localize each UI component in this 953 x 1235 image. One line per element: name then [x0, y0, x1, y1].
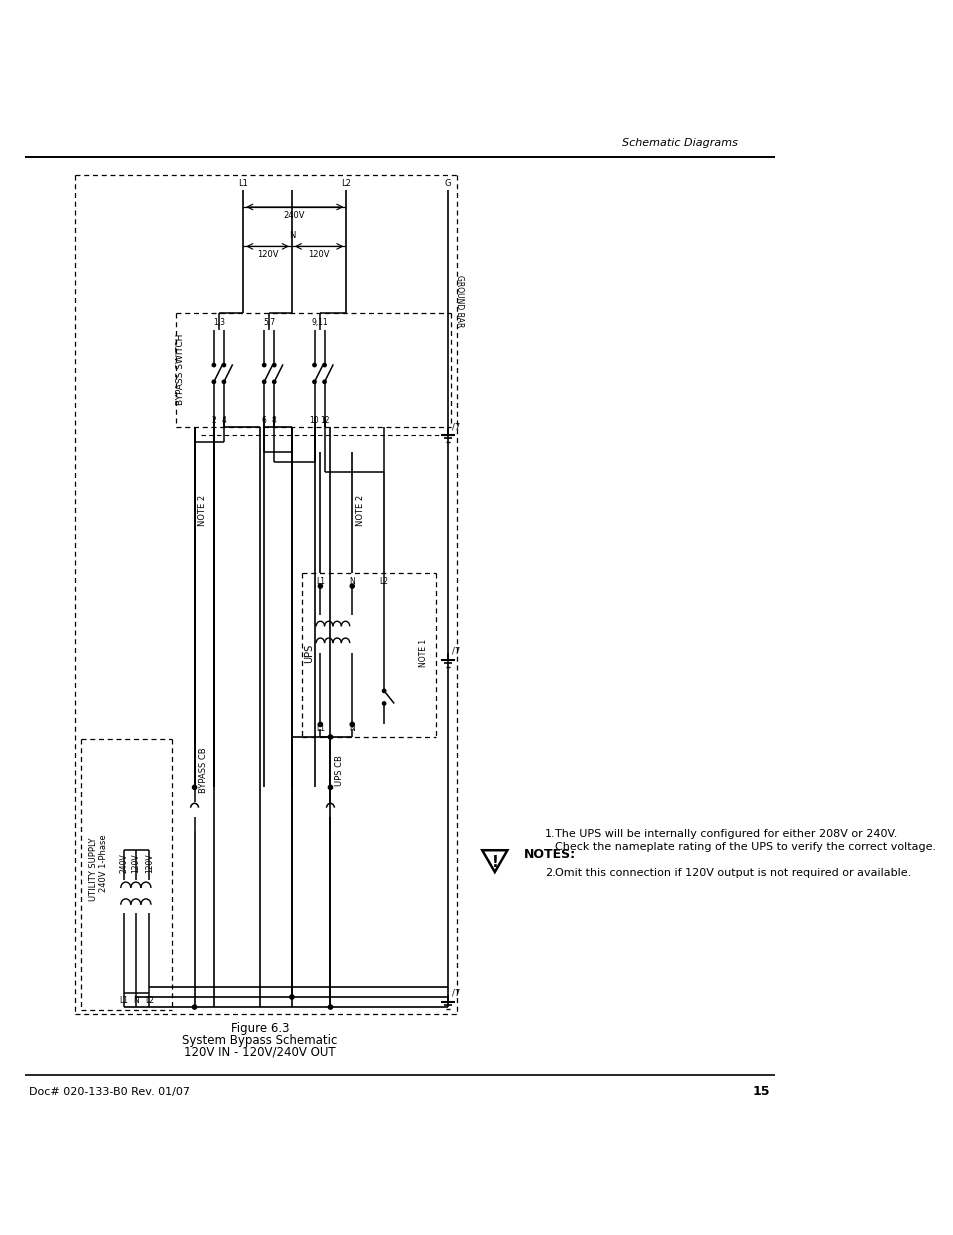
Text: 15: 15 — [752, 1086, 769, 1098]
Text: /7: /7 — [452, 422, 459, 431]
Text: The UPS will be internally configured for either 208V or 240V.: The UPS will be internally configured fo… — [555, 829, 897, 840]
Text: BYPASS SWITCH: BYPASS SWITCH — [175, 333, 185, 405]
Text: N: N — [289, 231, 294, 240]
Text: 240V: 240V — [283, 211, 305, 220]
Text: 240V 1-Phase: 240V 1-Phase — [99, 834, 109, 892]
Text: 120V: 120V — [145, 853, 153, 873]
Circle shape — [382, 701, 385, 705]
Circle shape — [382, 689, 385, 693]
Circle shape — [328, 1005, 333, 1009]
Text: 4: 4 — [221, 416, 226, 425]
Text: 5,7: 5,7 — [263, 319, 275, 327]
Text: 120V: 120V — [256, 251, 278, 259]
Text: L2: L2 — [145, 995, 153, 1005]
Circle shape — [350, 722, 354, 726]
Circle shape — [212, 363, 215, 367]
Circle shape — [328, 785, 333, 789]
Circle shape — [313, 380, 315, 384]
Text: UTILITY SUPPLY: UTILITY SUPPLY — [90, 837, 98, 902]
Text: 10: 10 — [310, 416, 319, 425]
Text: /7: /7 — [452, 647, 459, 656]
Text: 1,3: 1,3 — [213, 319, 225, 327]
Text: 240V: 240V — [119, 853, 129, 873]
Text: N: N — [349, 724, 355, 734]
Text: 12: 12 — [319, 416, 329, 425]
Circle shape — [322, 363, 326, 367]
Text: System Bypass Schematic: System Bypass Schematic — [182, 1034, 337, 1047]
Text: N: N — [132, 995, 138, 1005]
Text: NOTES:: NOTES: — [523, 848, 576, 861]
Text: Figure 6.3: Figure 6.3 — [231, 1023, 289, 1035]
Text: NOTE 1: NOTE 1 — [418, 638, 428, 667]
Text: /7: /7 — [452, 988, 459, 998]
Text: Omit this connection if 120V output is not required or available.: Omit this connection if 120V output is n… — [555, 868, 910, 878]
Text: L2: L2 — [379, 577, 388, 585]
Text: L1: L1 — [315, 724, 325, 734]
Circle shape — [262, 363, 266, 367]
Text: 1.: 1. — [544, 829, 556, 840]
Text: 2: 2 — [212, 416, 216, 425]
Circle shape — [193, 1005, 196, 1009]
Circle shape — [262, 380, 266, 384]
Text: UPS: UPS — [303, 643, 314, 663]
Text: L1: L1 — [315, 577, 325, 585]
Circle shape — [328, 735, 333, 739]
Circle shape — [212, 380, 215, 384]
Circle shape — [322, 380, 326, 384]
Text: 120V: 120V — [308, 251, 329, 259]
Circle shape — [273, 363, 275, 367]
Text: GROUND BAR: GROUND BAR — [455, 274, 464, 327]
Text: 2.: 2. — [544, 868, 556, 878]
Circle shape — [273, 380, 275, 384]
Text: 8: 8 — [272, 416, 276, 425]
Text: L2: L2 — [341, 179, 351, 188]
Circle shape — [350, 584, 354, 588]
Circle shape — [222, 380, 225, 384]
Text: L1: L1 — [238, 179, 248, 188]
Text: NOTE 2: NOTE 2 — [198, 495, 207, 526]
Text: Doc# 020-133-B0 Rev. 01/07: Doc# 020-133-B0 Rev. 01/07 — [30, 1087, 191, 1097]
Text: 6: 6 — [261, 416, 266, 425]
Text: !: ! — [491, 855, 497, 869]
Circle shape — [290, 995, 294, 999]
Circle shape — [318, 584, 322, 588]
Text: 9,11: 9,11 — [311, 319, 328, 327]
Text: 120V: 120V — [132, 853, 140, 873]
Text: L1: L1 — [119, 995, 129, 1005]
Circle shape — [222, 363, 225, 367]
Text: NOTE 2: NOTE 2 — [355, 495, 365, 526]
Text: 120V IN - 120V/240V OUT: 120V IN - 120V/240V OUT — [184, 1046, 335, 1058]
Text: Check the nameplate rating of the UPS to verify the correct voltage.: Check the nameplate rating of the UPS to… — [555, 842, 935, 852]
Circle shape — [318, 722, 322, 726]
Circle shape — [313, 363, 315, 367]
Text: Schematic Diagrams: Schematic Diagrams — [621, 138, 738, 148]
Circle shape — [193, 785, 196, 789]
Text: G: G — [444, 179, 451, 188]
Text: N: N — [349, 577, 355, 585]
Text: UPS CB: UPS CB — [335, 755, 344, 785]
Text: BYPASS CB: BYPASS CB — [198, 747, 208, 793]
